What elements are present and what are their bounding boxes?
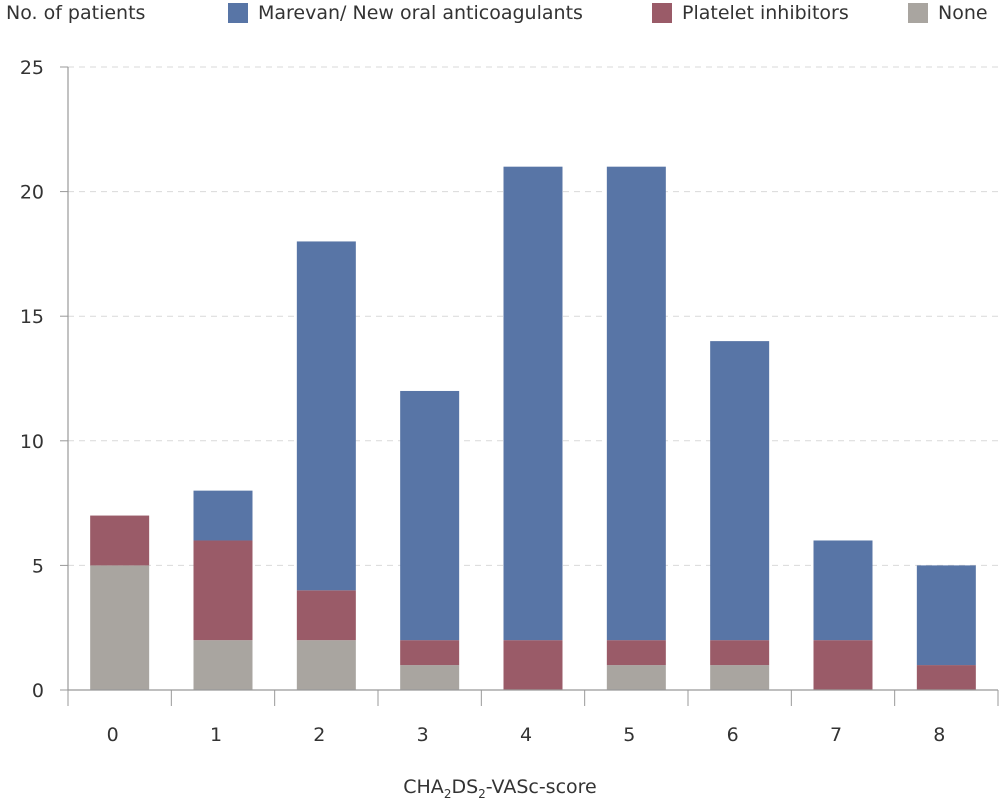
bar-segment bbox=[710, 640, 770, 666]
bar-segment bbox=[193, 540, 253, 641]
x-tick-label: 0 bbox=[107, 724, 119, 746]
x-tick-label: 1 bbox=[210, 724, 222, 746]
x-tick-label: 4 bbox=[520, 724, 532, 746]
legend-label-none: None bbox=[938, 2, 988, 24]
y-tick-label: 15 bbox=[20, 306, 44, 328]
bar-segment bbox=[606, 640, 666, 666]
bar-segment bbox=[193, 490, 253, 541]
bar-segment bbox=[813, 640, 873, 690]
bar-segment bbox=[710, 665, 770, 690]
x-axis-title-main: CHA bbox=[403, 776, 444, 798]
legend-swatch-platelet-inhibitors bbox=[652, 3, 672, 23]
x-tick-label: 3 bbox=[417, 724, 429, 746]
x-tick-label: 7 bbox=[830, 724, 842, 746]
x-axis-title-mid: DS bbox=[451, 776, 479, 798]
bar-segment bbox=[710, 341, 770, 641]
x-tick-label: 6 bbox=[727, 724, 739, 746]
bar-segment bbox=[916, 665, 976, 690]
x-axis-title-sub2: 2 bbox=[478, 786, 486, 801]
y-tick-label: 5 bbox=[32, 555, 44, 577]
bar-segment bbox=[400, 665, 460, 690]
y-tick-label: 25 bbox=[20, 57, 44, 79]
y-tick-label: 20 bbox=[20, 182, 44, 204]
bar-segment bbox=[606, 166, 666, 641]
x-tick-label: 2 bbox=[313, 724, 325, 746]
legend-swatch-none bbox=[908, 3, 928, 23]
chart-legend: Marevan/ New oral anticoagulants Platele… bbox=[0, 2, 1000, 28]
y-axis-title: No. of patients bbox=[6, 2, 146, 24]
bar-segment bbox=[606, 665, 666, 690]
bar-segment bbox=[813, 540, 873, 641]
bar-segment bbox=[503, 640, 563, 690]
legend-label-platelet-inhibitors: Platelet inhibitors bbox=[682, 2, 849, 24]
y-tick-label: 0 bbox=[32, 680, 44, 702]
x-axis-title-sub1: 2 bbox=[443, 786, 452, 801]
bar-segment bbox=[296, 640, 356, 690]
legend-item-anticoagulants: Marevan/ New oral anticoagulants bbox=[228, 2, 583, 24]
x-axis-title: CHA2DS2-VASc-score bbox=[0, 776, 1000, 801]
bar-segment bbox=[400, 640, 460, 666]
x-axis-title-end: -VASc-score bbox=[485, 776, 597, 798]
legend-swatch-anticoagulants bbox=[228, 3, 248, 23]
bar-segment bbox=[90, 515, 150, 566]
bar-segment bbox=[296, 590, 356, 641]
bar-segment bbox=[400, 390, 460, 641]
legend-item-platelet-inhibitors: Platelet inhibitors bbox=[652, 2, 849, 24]
bar-segment bbox=[296, 241, 356, 591]
legend-item-none: None bbox=[908, 2, 988, 24]
bar-segment bbox=[193, 640, 253, 690]
x-tick-label: 5 bbox=[623, 724, 635, 746]
bar-segment bbox=[916, 565, 976, 666]
bar-segment bbox=[90, 565, 150, 690]
x-tick-label: 8 bbox=[933, 724, 945, 746]
bar-segment bbox=[503, 166, 563, 641]
legend-label-anticoagulants: Marevan/ New oral anticoagulants bbox=[258, 2, 583, 24]
y-tick-label: 10 bbox=[20, 431, 44, 453]
